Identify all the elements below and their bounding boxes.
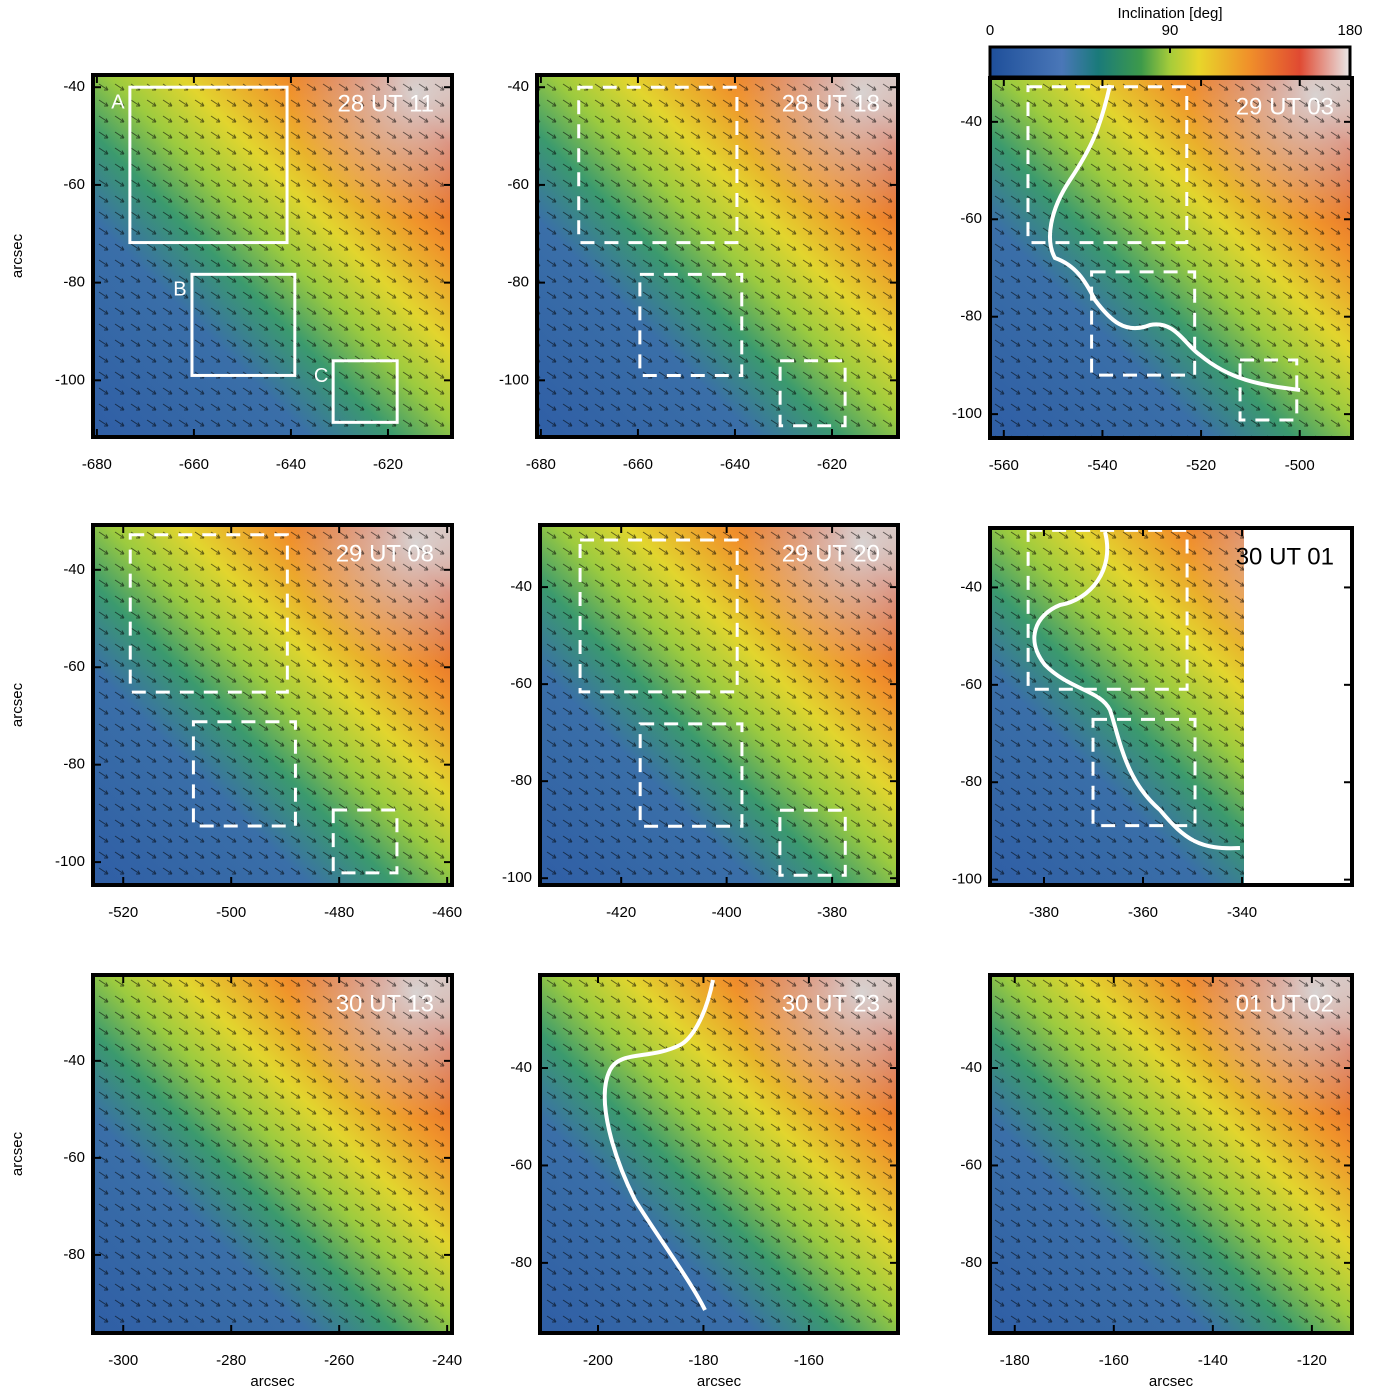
x-axis-label: arcsec — [250, 1373, 295, 1390]
x-tick-label: -680 — [526, 456, 556, 473]
panel-title: 28 UT 11 — [337, 90, 434, 117]
vector-field — [93, 975, 452, 1333]
y-tick-label: -40 — [63, 78, 85, 95]
colorbar-tick-label: 0 — [986, 22, 994, 39]
x-tick-label: -180 — [688, 1352, 718, 1369]
colorbar-tick-label: 180 — [1337, 22, 1362, 39]
x-axis-label: arcsec — [697, 1373, 742, 1390]
y-tick-label: -60 — [63, 1149, 85, 1166]
x-tick-label: -540 — [1087, 457, 1117, 474]
y-tick-label: -40 — [507, 78, 529, 95]
vector-field — [540, 525, 898, 885]
y-tick-label: -80 — [63, 756, 85, 773]
x-tick-label: -240 — [432, 1352, 462, 1369]
y-tick-label: -40 — [960, 113, 982, 130]
panel-title: 01 UT 02 — [1236, 990, 1334, 1017]
x-tick-label: -160 — [794, 1352, 824, 1369]
x-tick-label: -500 — [216, 904, 246, 921]
y-tick-label: -40 — [63, 1052, 85, 1069]
x-tick-label: -500 — [1285, 457, 1315, 474]
y-tick-label: -80 — [960, 308, 982, 325]
y-axis-label: arcsec — [9, 233, 26, 278]
x-tick-label: -460 — [432, 904, 462, 921]
y-tick-label: -60 — [510, 675, 532, 692]
x-tick-label: -560 — [989, 457, 1019, 474]
y-tick-label: -60 — [960, 676, 982, 693]
panel-title: 30 UT 23 — [782, 990, 880, 1017]
panel-title: 29 UT 20 — [782, 540, 880, 567]
vector-field — [990, 975, 1352, 1333]
x-tick-label: -260 — [324, 1352, 354, 1369]
x-tick-label: -400 — [712, 904, 742, 921]
y-tick-label: -40 — [960, 578, 982, 595]
y-tick-label: -40 — [510, 578, 532, 595]
y-tick-label: -100 — [55, 853, 85, 870]
y-tick-label: -80 — [510, 772, 532, 789]
y-tick-label: -100 — [952, 405, 982, 422]
y-tick-label: -80 — [63, 274, 85, 291]
x-axis-label: arcsec — [1149, 1373, 1194, 1390]
x-tick-label: -520 — [108, 904, 138, 921]
y-tick-label: -100 — [502, 869, 532, 886]
y-tick-label: -60 — [960, 210, 982, 227]
x-tick-label: -620 — [373, 456, 403, 473]
y-tick-label: -60 — [63, 176, 85, 193]
x-tick-label: -640 — [720, 456, 750, 473]
colorbar-tick-label: 90 — [1162, 22, 1179, 39]
x-tick-label: -380 — [817, 904, 847, 921]
figure: Inclination [deg] 0 90 180 A B C -680 -660 -640 -6… — [0, 0, 1383, 1394]
panel-title: 29 UT 08 — [336, 540, 434, 567]
y-tick-label: -60 — [63, 658, 85, 675]
panel-title: 30 UT 01 — [1236, 543, 1334, 570]
panel-title: 30 UT 13 — [336, 990, 434, 1017]
y-tick-label: -40 — [63, 561, 85, 578]
x-tick-label: -640 — [276, 456, 306, 473]
panel-title: 28 UT 18 — [782, 90, 880, 117]
x-tick-label: -300 — [108, 1352, 138, 1369]
region-label: C — [314, 365, 328, 387]
vector-field — [540, 975, 898, 1333]
y-tick-label: -40 — [510, 1059, 532, 1076]
y-axis-label: arcsec — [9, 1131, 26, 1176]
y-tick-label: -100 — [499, 371, 529, 388]
x-tick-label: -480 — [324, 904, 354, 921]
panels — [93, 75, 1352, 1333]
x-tick-label: -140 — [1198, 1352, 1228, 1369]
y-tick-label: -60 — [507, 176, 529, 193]
y-tick-label: -80 — [960, 1254, 982, 1271]
no-data-area — [1244, 529, 1350, 883]
x-tick-label: -120 — [1297, 1352, 1327, 1369]
x-tick-label: -180 — [1000, 1352, 1030, 1369]
x-tick-label: -160 — [1099, 1352, 1129, 1369]
x-tick-label: -420 — [606, 904, 636, 921]
y-tick-label: -40 — [960, 1059, 982, 1076]
x-tick-label: -620 — [817, 456, 847, 473]
region-label: A — [111, 91, 125, 113]
x-tick-label: -520 — [1186, 457, 1216, 474]
x-tick-label: -200 — [583, 1352, 613, 1369]
colorbar-label: Inclination [deg] — [1117, 5, 1222, 22]
x-tick-label: -340 — [1227, 904, 1257, 921]
y-tick-label: -60 — [960, 1156, 982, 1173]
vector-field — [537, 75, 898, 437]
region-label: B — [173, 279, 186, 301]
x-tick-label: -280 — [216, 1352, 246, 1369]
y-tick-label: -100 — [952, 871, 982, 888]
x-tick-label: -680 — [82, 456, 112, 473]
panel-title: 29 UT 03 — [1236, 93, 1334, 120]
y-tick-label: -80 — [63, 1246, 85, 1263]
y-tick-label: -100 — [55, 371, 85, 388]
y-axis-label: arcsec — [9, 682, 26, 727]
y-tick-label: -80 — [960, 773, 982, 790]
x-tick-label: -380 — [1029, 904, 1059, 921]
x-tick-label: -660 — [179, 456, 209, 473]
y-tick-label: -80 — [510, 1254, 532, 1271]
x-tick-label: -660 — [623, 456, 653, 473]
y-tick-label: -80 — [507, 274, 529, 291]
x-tick-label: -360 — [1128, 904, 1158, 921]
y-tick-label: -60 — [510, 1156, 532, 1173]
